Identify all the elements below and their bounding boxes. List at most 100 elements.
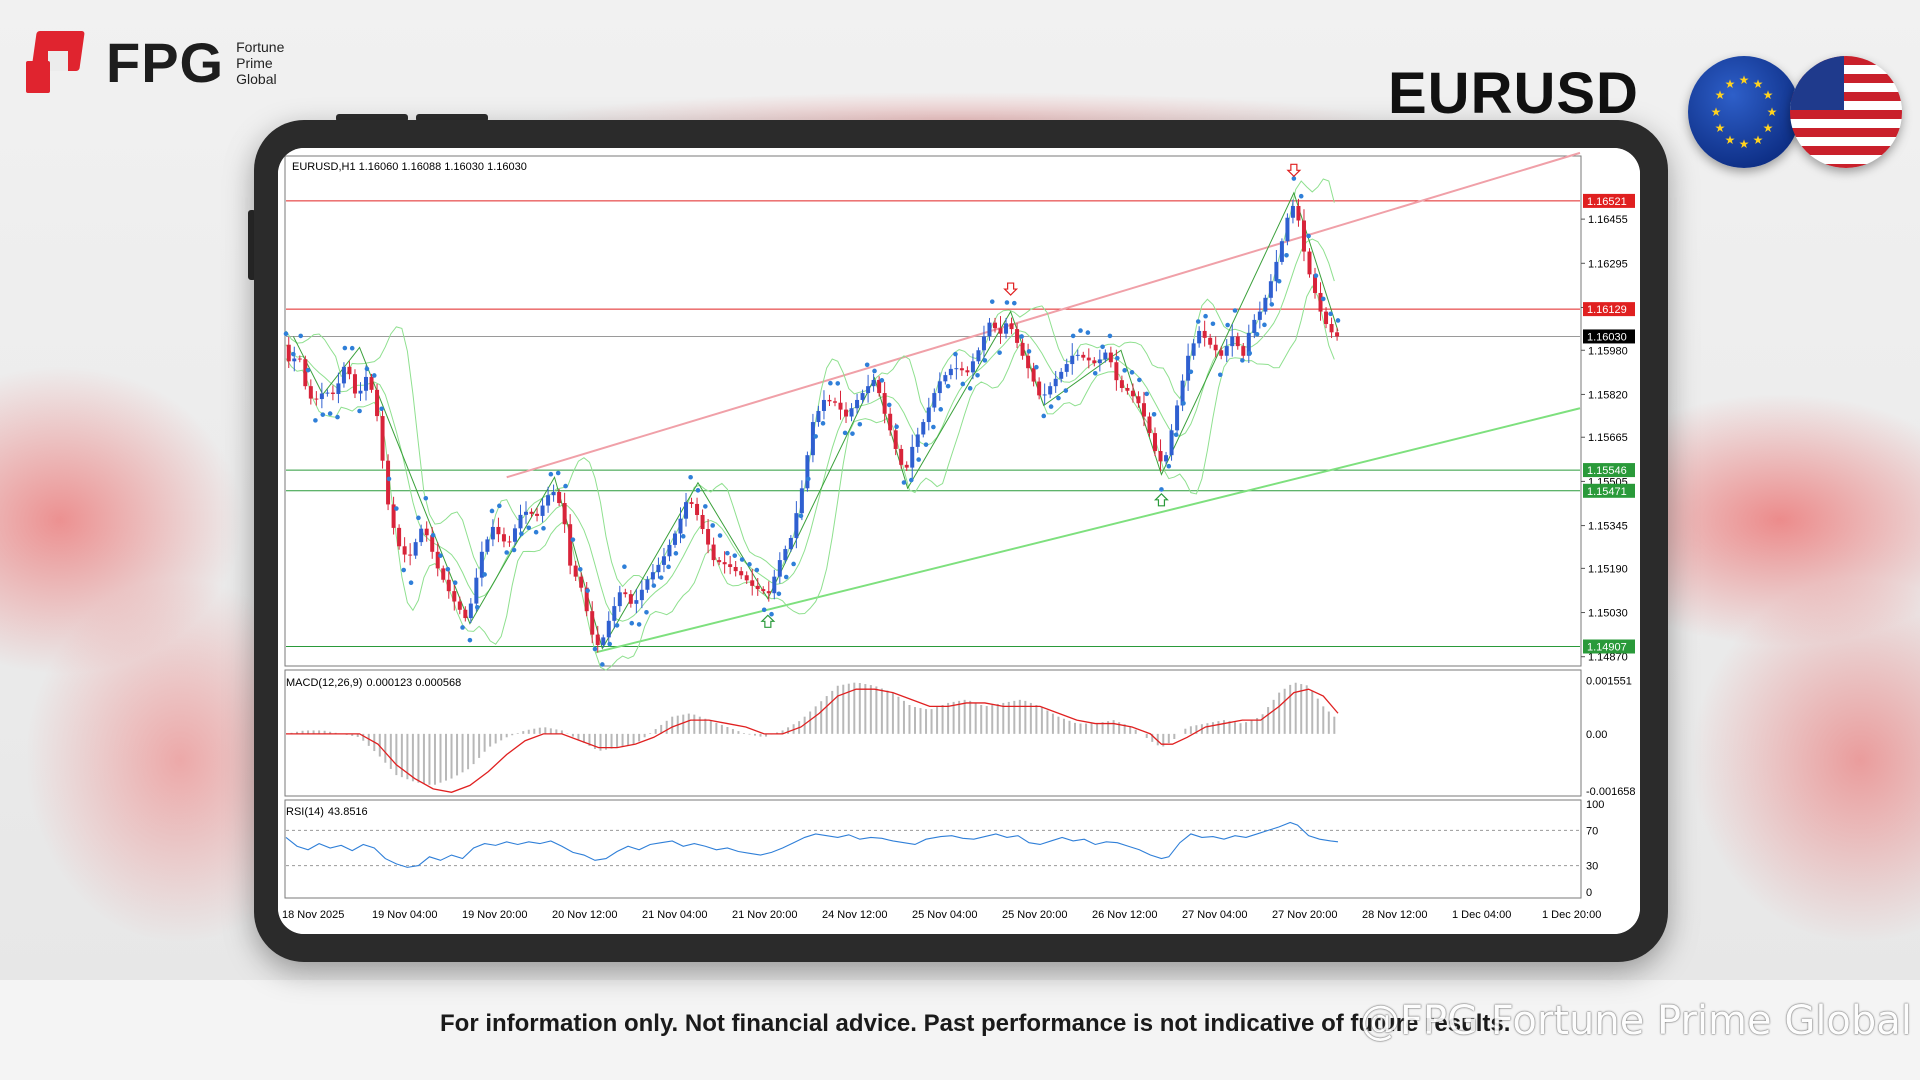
rsi-values: 43.8516: [328, 806, 368, 818]
time-tick-label: 21 Nov 20:00: [732, 909, 797, 921]
candle-body: [766, 591, 771, 594]
sar-dot: [541, 526, 546, 531]
sar-dot: [563, 483, 568, 489]
candle-body: [1246, 333, 1251, 356]
sar-dot: [379, 406, 384, 412]
level-tag: [1583, 193, 1635, 208]
lower-trend-line: [594, 407, 1581, 654]
candle-body: [463, 609, 468, 619]
macd-values: 0.000123 0.000568: [366, 677, 461, 689]
sar-dot: [305, 367, 311, 373]
sar-dot: [526, 525, 532, 531]
logo-sub-line: Prime: [236, 54, 273, 71]
sar-dot: [1188, 369, 1194, 375]
svg-text:★: ★: [1711, 105, 1722, 119]
symbol-title: EURUSD: [1388, 61, 1639, 126]
sar-dot: [1313, 273, 1319, 279]
sar-dot: [879, 378, 885, 383]
sar-dot: [1232, 308, 1238, 313]
sar-dot: [570, 537, 576, 542]
candle-body: [1158, 451, 1163, 462]
level-tag-label: 1.15471: [1587, 486, 1627, 498]
sar-dot: [1247, 350, 1253, 356]
macd-panel: 0.001551 0.00 -0.001658: [286, 676, 1636, 798]
logo-subtitle: Fortune Prime Global: [236, 39, 284, 87]
candle-body: [606, 620, 611, 638]
sar-dot: [761, 607, 767, 613]
candle-body: [557, 491, 562, 504]
candle-body: [650, 572, 655, 580]
sar-dot: [474, 604, 480, 610]
candle-body: [408, 554, 413, 556]
svg-text:★: ★: [1715, 121, 1726, 135]
candle-body: [1042, 394, 1047, 396]
candle-body: [319, 393, 324, 400]
candle-body: [717, 560, 722, 563]
sar-dot: [585, 588, 590, 593]
sar-dot: [769, 611, 774, 617]
level-tag: [1583, 302, 1635, 317]
candle-body: [794, 513, 799, 538]
sar-dot: [430, 532, 436, 538]
time-tick-label: 21 Nov 04:00: [642, 909, 707, 921]
sar-dot: [592, 646, 598, 652]
sar-dot: [864, 362, 870, 368]
svg-text:★: ★: [1725, 133, 1736, 147]
candle-body: [937, 381, 942, 394]
candle-body: [1048, 386, 1053, 395]
time-tick-label: 27 Nov 04:00: [1182, 909, 1247, 921]
time-tick-label: 1 Dec 20:00: [1542, 909, 1601, 921]
sar-dot: [386, 476, 392, 482]
candle-body: [645, 579, 650, 590]
sar-dot: [629, 620, 635, 626]
svg-text:★: ★: [1763, 88, 1774, 102]
candle-body: [1053, 378, 1058, 387]
candle-body: [667, 544, 672, 557]
candle-body: [590, 611, 595, 635]
candle-body: [904, 464, 909, 468]
rsi-axis-label: 30: [1586, 861, 1598, 873]
candle-body: [1230, 336, 1235, 347]
candle-body: [518, 514, 523, 529]
candle-body: [799, 488, 804, 514]
candle-body: [292, 358, 297, 362]
candle-body: [1075, 354, 1080, 356]
fpg-logo: FPG Fortune Prime Global: [26, 30, 284, 95]
candle-body: [711, 544, 716, 561]
candle-body: [457, 601, 462, 610]
sar-dot: [1107, 333, 1113, 339]
candle-body: [948, 368, 953, 376]
sar-dot: [1012, 300, 1017, 306]
svg-text:★: ★: [1753, 77, 1764, 91]
candle-body: [330, 392, 335, 394]
sar-dot: [445, 566, 451, 572]
candle-body: [661, 556, 666, 565]
sar-dot: [806, 476, 811, 482]
sar-dot: [1291, 176, 1297, 181]
price-tick-label: 1.15030: [1588, 608, 1628, 620]
candle-body: [1180, 380, 1185, 406]
sar-dot: [1151, 412, 1157, 417]
candle-body: [341, 366, 346, 384]
rsi-axis-label: 70: [1586, 825, 1598, 837]
chart-screen: 1.164551.162951.161351.159801.158201.156…: [278, 148, 1640, 934]
sar-dot: [666, 564, 671, 570]
zigzag-line: [292, 191, 1339, 650]
disclaimer-text: For information only. Not financial advi…: [440, 1010, 1511, 1037]
rsi-line: [285, 821, 1339, 868]
candle-body: [1202, 330, 1207, 338]
candle-body: [943, 375, 948, 382]
sar-dot: [1335, 318, 1341, 323]
price-tick-label: 1.16455: [1588, 214, 1628, 226]
candle-body: [386, 460, 391, 505]
sar-dot: [842, 430, 848, 436]
candle-body: [1335, 332, 1340, 337]
time-tick-label: 25 Nov 04:00: [912, 909, 977, 921]
candle-body: [546, 495, 551, 506]
macd-panel-frame: [284, 669, 1582, 797]
trading-chart[interactable]: 1.164551.162951.161351.159801.158201.156…: [278, 148, 1640, 934]
candle-body: [507, 541, 512, 543]
sar-dot: [349, 345, 355, 351]
sar-dot: [1320, 296, 1326, 302]
svg-text:★: ★: [1763, 121, 1774, 135]
